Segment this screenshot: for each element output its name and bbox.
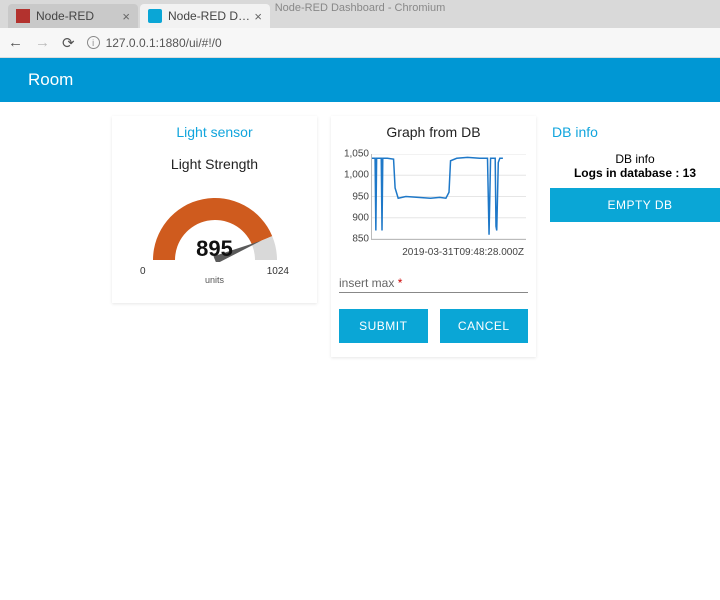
card-title: DB info	[550, 116, 720, 144]
close-icon[interactable]: ×	[122, 9, 130, 24]
ytick-label: 1,000	[344, 170, 369, 181]
ytick-label: 950	[352, 191, 369, 202]
reload-icon[interactable]: ⟳	[62, 34, 75, 52]
gauge: 895	[140, 182, 290, 262]
logs-count: 13	[683, 166, 696, 180]
gauge-max: 1024	[267, 266, 289, 277]
graph-card: Graph from DB 2019-03-31T09:48:28.000Z 8…	[331, 116, 536, 357]
chart-timestamp: 2019-03-31T09:48:28.000Z	[402, 247, 524, 258]
tab-title: Node-RED	[36, 9, 122, 23]
gauge-value: 895	[196, 236, 233, 262]
cancel-button[interactable]: CANCEL	[440, 309, 529, 343]
tab-node-red[interactable]: Node-RED ×	[8, 4, 138, 28]
card-title: Graph from DB	[331, 116, 536, 144]
light-sensor-card: Light sensor Light Strength 895 0 1024 u…	[112, 116, 317, 303]
db-info-label: DB info	[550, 152, 720, 166]
close-icon[interactable]: ×	[254, 9, 262, 24]
tab-node-red-dashboard[interactable]: Node-RED Dashboard ×	[140, 4, 270, 28]
tab-title: Node-RED Dashboard	[168, 9, 254, 23]
favicon-icon	[16, 9, 30, 23]
gauge-title: Light Strength	[112, 156, 317, 172]
os-window-title: Node-RED Dashboard - Chromium	[275, 2, 446, 14]
url-text: 127.0.0.1:1880/ui/#!/0	[106, 36, 222, 50]
card-title: Light sensor	[112, 116, 317, 144]
back-icon[interactable]: ←	[8, 34, 23, 51]
gauge-min: 0	[140, 266, 146, 277]
ytick-label: 1,050	[344, 149, 369, 160]
submit-button[interactable]: SUBMIT	[339, 309, 428, 343]
browser-toolbar: ← → ⟳ i 127.0.0.1:1880/ui/#!/0	[0, 28, 720, 58]
db-info-card: DB info DB info Logs in database : 13 EM…	[550, 116, 720, 222]
logs-label: Logs in database :	[574, 166, 683, 180]
page-title: Room	[28, 70, 73, 90]
forward-icon[interactable]: →	[35, 34, 50, 51]
app-header: Room	[0, 58, 720, 102]
empty-db-button[interactable]: EMPTY DB	[550, 188, 720, 222]
browser-tabstrip: Node-RED Dashboard - Chromium Node-RED ×…	[0, 0, 720, 28]
site-info-icon[interactable]: i	[87, 36, 100, 49]
dashboard: Light sensor Light Strength 895 0 1024 u…	[0, 102, 720, 357]
insert-max-input[interactable]: insert max *	[339, 276, 528, 293]
ytick-label: 850	[352, 234, 369, 245]
favicon-icon	[148, 9, 162, 23]
line-chart: 2019-03-31T09:48:28.000Z 850 900 950 1,000 1…	[337, 148, 530, 258]
address-bar[interactable]: i 127.0.0.1:1880/ui/#!/0	[87, 36, 222, 50]
ytick-label: 900	[352, 212, 369, 223]
input-label: insert max	[339, 276, 394, 290]
